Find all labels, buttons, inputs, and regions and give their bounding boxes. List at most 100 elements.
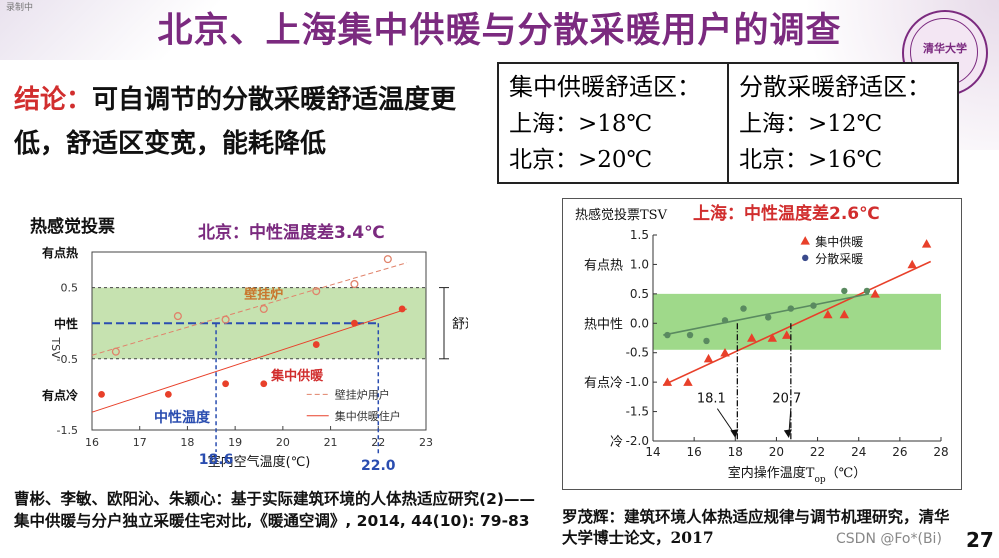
reference-left: 曹彬、李敏、欧阳沁、朱颖心：基于实际建筑环境的人体热适应研究(2)——集中供暖与…	[14, 490, 535, 530]
comfort-row: 北京：>16℃	[739, 147, 883, 173]
data-point-filled	[98, 391, 105, 398]
data-point-triangle	[800, 236, 810, 245]
y-tick-label: -1.0	[626, 375, 649, 389]
data-point-filled	[351, 319, 358, 327]
neutral-arrowhead	[730, 429, 739, 439]
y-text-tick: 有点冷	[584, 376, 623, 391]
neutral-value-label: 20.7	[772, 392, 801, 407]
university-seal-text: 清华大学	[923, 42, 967, 55]
data-point-filled	[664, 331, 671, 339]
panel-label: 热感觉投票TSV	[575, 207, 668, 223]
data-point-open	[111, 347, 120, 356]
x-tick-label: 20	[769, 445, 784, 459]
y-axis-label: TSV	[49, 336, 62, 359]
data-point-filled	[703, 337, 710, 345]
y-tick-label: -1.5	[57, 424, 78, 437]
neutral-value-label: 18.6	[199, 452, 234, 468]
x-tick-label: 23	[419, 436, 433, 449]
data-point-filled	[312, 341, 320, 348]
x-tick-label: 22	[810, 445, 825, 459]
legend-entry: 集中供暖住户	[335, 409, 401, 423]
recording-label: 录制中	[6, 3, 34, 13]
y-text-tick: 热中性	[584, 317, 623, 332]
fit-line	[91, 262, 408, 356]
data-point-triangle	[720, 348, 730, 357]
data-point-open	[259, 304, 268, 314]
y-tick-label: 1.0	[630, 257, 649, 271]
data-point-filled	[740, 305, 747, 312]
data-point-triangle	[683, 377, 693, 386]
y-text-tick: 中性	[54, 316, 78, 331]
x-tick-label: 18	[728, 445, 743, 459]
x-tick-label: 16	[687, 445, 702, 459]
y-text-tick: 有点冷	[42, 387, 78, 402]
comfort-row: 上海：>18℃	[509, 111, 653, 137]
data-point-open	[312, 287, 321, 296]
fit-line	[663, 293, 870, 336]
y-tick-label: 0.5	[61, 282, 79, 295]
legend-entry: 分散采暖	[815, 251, 863, 266]
data-point-open	[173, 312, 182, 321]
beijing-tsv-chart: 热感觉投票北京：中性温度差3.4℃舒适区16171819202122230.5-…	[30, 216, 468, 474]
comfort-zone-table: 集中供暖舒适区： 上海：>18℃ 北京：>20℃ 分散采暖舒适区： 上海：>12…	[497, 62, 959, 184]
data-point-triangle	[767, 333, 778, 342]
y-tick-label: 0.0	[630, 316, 649, 330]
data-point-triangle	[907, 259, 917, 269]
comfort-band	[653, 293, 941, 350]
legend-entry: 集中供暖	[815, 234, 863, 249]
conclusion-lead: 结论：	[14, 85, 93, 115]
data-point-triangle	[782, 330, 792, 339]
conclusion-body: 可自调节的分散采暖舒适温度更低，舒适区变宽，能耗降低	[14, 85, 457, 159]
data-point-triangle	[662, 377, 673, 386]
x-tick-label: 21	[324, 436, 338, 449]
comfort-col-distributed: 分散采暖舒适区： 上海：>12℃ 北京：>16℃	[727, 64, 957, 182]
corner-decoration	[0, 0, 260, 60]
data-point-filled	[260, 380, 268, 388]
chart-title: 北京：中性温度差3.4℃	[198, 222, 385, 243]
data-point-filled	[222, 380, 230, 388]
data-point-filled	[802, 254, 809, 262]
comfort-row: 上海：>12℃	[739, 111, 883, 137]
y-text-tick: 有点热	[42, 245, 78, 260]
data-point-filled	[721, 317, 729, 324]
comfort-heading: 集中供暖舒适区：	[509, 73, 701, 101]
y-text-tick: 冷	[610, 435, 623, 450]
data-point-triangle	[870, 289, 880, 298]
y-tick-label: -2.0	[626, 434, 649, 448]
data-point-triangle	[747, 333, 757, 342]
shanghai-tsv-chart: 热感觉投票TSV 上海：中性温度差2.6℃ 14 16 18 20 22 24 26 28 1.5 1…	[562, 198, 962, 490]
y-tick-label: -0.5	[57, 353, 78, 366]
comfort-col-central: 集中供暖舒适区： 上海：>18℃ 北京：>20℃	[499, 64, 727, 182]
data-point-triangle	[921, 239, 932, 248]
conclusion-text: 结论：可自调节的分散采暖舒适温度更低，舒适区变宽，能耗降低	[14, 78, 494, 166]
neutral-value-label: 18.1	[697, 392, 726, 407]
comfort-row: 北京：>20℃	[509, 147, 653, 173]
data-point-triangle	[823, 309, 833, 319]
data-point-filled	[686, 331, 694, 339]
x-tick-label: 26	[892, 445, 907, 459]
x-tick-label: 24	[851, 445, 866, 459]
data-point-filled	[164, 391, 172, 398]
x-tick-label: 20	[276, 436, 290, 449]
data-point-filled	[841, 287, 848, 295]
y-text-tick: 有点热	[584, 258, 623, 273]
neutral-arrowhead	[783, 429, 792, 439]
data-point-filled	[765, 314, 772, 321]
y-tick-label: 0.5	[630, 287, 649, 301]
comfort-label: 舒适区	[452, 317, 468, 332]
slide-title: 北京、上海集中供暖与分散采暖用户的调查	[157, 11, 842, 51]
page-number: 27	[966, 528, 994, 552]
x-tick-label: 19	[228, 436, 242, 449]
data-point-open	[221, 315, 230, 324]
reference-right: 罗茂辉：建筑环境人体热适应规律与调节机理研究，清华大学博士论文，2017	[562, 507, 950, 547]
chart-title: 上海：中性温度差2.6℃	[693, 203, 880, 224]
plot-frame	[91, 251, 427, 431]
fit-line	[662, 260, 932, 386]
legend-entry: 壁挂炉用户	[335, 387, 390, 401]
data-point-open	[383, 255, 392, 264]
data-point-filled	[863, 287, 871, 295]
series-inline-label: 壁挂炉	[244, 286, 283, 302]
data-point-filled	[787, 305, 795, 312]
x-tick-label: 28	[933, 445, 948, 459]
data-point-open	[350, 279, 359, 289]
